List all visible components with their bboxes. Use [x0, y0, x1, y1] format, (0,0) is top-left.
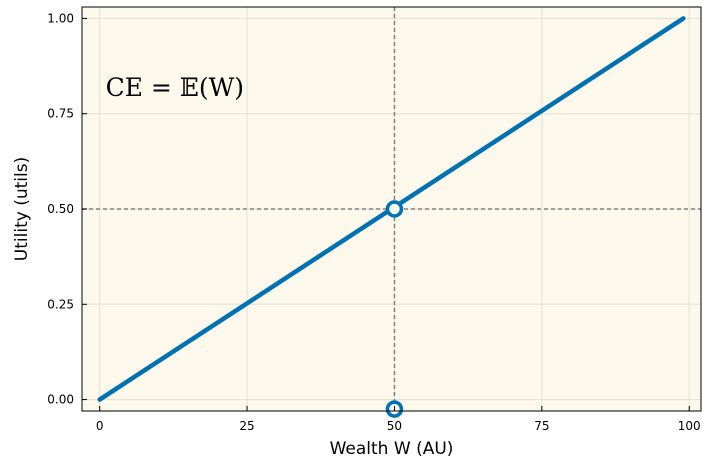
annotation: CE = 𝔼(W): [106, 73, 244, 102]
y-tick-label: 0.75: [47, 107, 74, 121]
y-tick-label: 1.00: [47, 11, 74, 25]
y-tick-label: 0.00: [47, 393, 74, 407]
y-tick-label: 0.25: [47, 297, 74, 311]
y-axis-title: Utility (utils): [12, 157, 32, 261]
x-tick-label: 100: [678, 419, 701, 433]
x-axis-title: Wealth W (AU): [330, 439, 454, 459]
x-tick-label: 0: [96, 419, 104, 433]
x-tick-label: 75: [534, 419, 549, 433]
x-axis: 0 25 50 75 100: [96, 406, 701, 433]
x-tick-label: 25: [239, 419, 254, 433]
y-tick-label: 0.50: [47, 202, 74, 216]
markers-layer: [385, 200, 404, 418]
y-axis: 0.00 0.25 0.50 0.75 1.00: [47, 11, 87, 407]
open-circle-marker: [385, 200, 404, 218]
x-tick-label: 50: [387, 419, 402, 433]
